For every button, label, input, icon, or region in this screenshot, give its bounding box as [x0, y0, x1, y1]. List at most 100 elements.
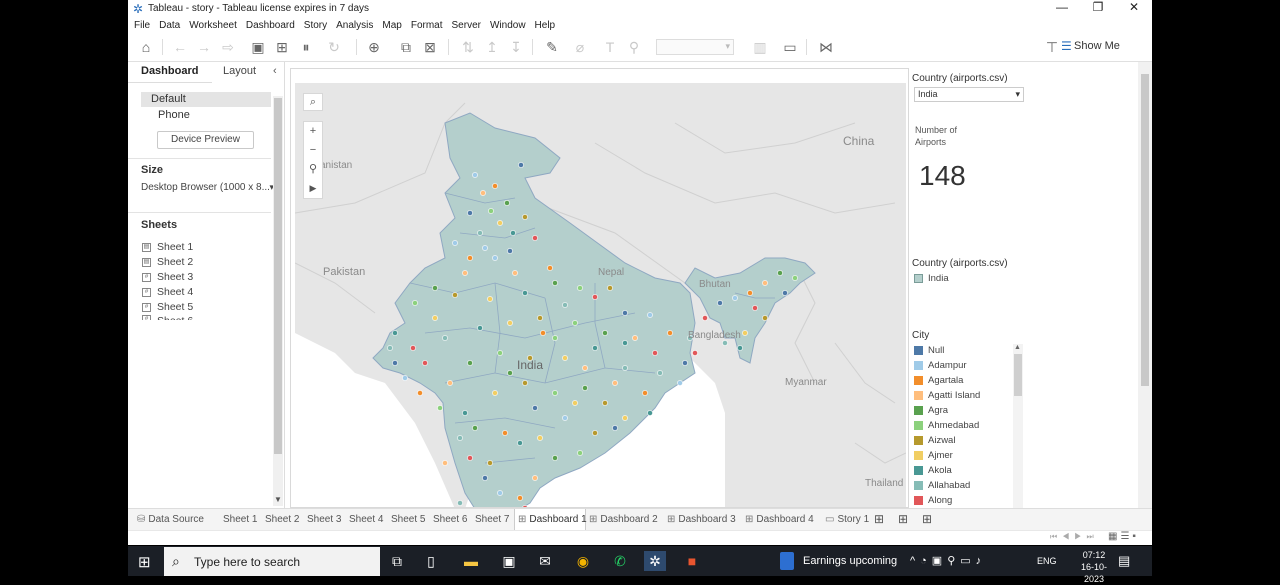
airport-point[interactable]: [504, 200, 510, 206]
airport-point[interactable]: [592, 294, 598, 300]
file-explorer-icon[interactable]: ▬: [464, 553, 478, 569]
airport-point[interactable]: [622, 415, 628, 421]
airport-point[interactable]: [667, 330, 673, 336]
airport-point[interactable]: [747, 290, 753, 296]
airport-point[interactable]: [487, 460, 493, 466]
clear-icon[interactable]: ⊠: [424, 39, 436, 55]
airport-point[interactable]: [657, 370, 663, 376]
airport-point[interactable]: [687, 335, 693, 341]
restore-icon[interactable]: ❐: [1092, 0, 1104, 14]
airport-point[interactable]: [607, 285, 613, 291]
tab-navigation-arrows[interactable]: ⏮◀▶⏭: [1050, 532, 1099, 541]
zoom-out-icon[interactable]: −: [309, 144, 317, 156]
airport-point[interactable]: [527, 355, 533, 361]
airport-point[interactable]: [677, 380, 683, 386]
airport-point[interactable]: [602, 330, 608, 336]
share-icon[interactable]: ⋈: [819, 39, 833, 55]
airport-point[interactable]: [467, 255, 473, 261]
airport-point[interactable]: [392, 360, 398, 366]
airport-point[interactable]: [762, 280, 768, 286]
city-legend-item[interactable]: Aizwal: [914, 434, 955, 447]
map-tools-icon[interactable]: ▶: [309, 183, 317, 193]
airport-point[interactable]: [522, 214, 528, 220]
airport-point[interactable]: [532, 405, 538, 411]
airport-point[interactable]: [507, 248, 513, 254]
airport-point[interactable]: [387, 345, 393, 351]
airport-point[interactable]: [737, 345, 743, 351]
map-search-icon[interactable]: ⌕: [303, 93, 323, 111]
airport-point[interactable]: [477, 325, 483, 331]
city-legend-item[interactable]: Along: [914, 494, 952, 507]
airport-point[interactable]: [732, 295, 738, 301]
home-icon[interactable]: ⌂: [141, 39, 151, 55]
pin-map-icon[interactable]: ⚲: [308, 163, 318, 175]
india-map[interactable]: China anistan Pakistan Nepal Bhutan Bang…: [295, 83, 906, 508]
show-me-icon[interactable]: ☰: [1061, 39, 1072, 53]
sort-asc-icon[interactable]: ↥: [486, 39, 498, 55]
tab-sheet-2[interactable]: Sheet 2: [265, 514, 300, 525]
city-legend-item[interactable]: Null: [914, 344, 944, 357]
airport-point[interactable]: [552, 280, 558, 286]
minimize-icon[interactable]: —: [1056, 0, 1068, 14]
tab-sheet-6[interactable]: Sheet 6: [433, 514, 468, 525]
airport-point[interactable]: [762, 315, 768, 321]
new-dashboard-icon[interactable]: ⊞: [898, 512, 909, 526]
airport-point[interactable]: [602, 400, 608, 406]
airport-point[interactable]: [622, 365, 628, 371]
sheet-item-6[interactable]: # Sheet 6: [142, 315, 193, 322]
sort-desc-icon[interactable]: ↧: [510, 39, 522, 55]
taskbar-news-text[interactable]: Earnings upcoming: [803, 555, 898, 567]
airport-point[interactable]: [497, 490, 503, 496]
device-default[interactable]: Default: [141, 92, 271, 107]
airport-point[interactable]: [777, 270, 783, 276]
group-icon[interactable]: ⌀: [575, 39, 585, 55]
tab-sheet-1[interactable]: Sheet 1: [223, 514, 258, 525]
device-preview-button[interactable]: Device Preview: [157, 131, 254, 149]
presentation-icon[interactable]: ▭: [783, 39, 797, 55]
highlight-icon[interactable]: ✎: [546, 39, 558, 55]
airport-point[interactable]: [510, 230, 516, 236]
airport-point[interactable]: [682, 360, 688, 366]
airport-point[interactable]: [452, 240, 458, 246]
task-view-icon[interactable]: ⧉: [392, 553, 402, 569]
tab-dashboard-4[interactable]: ⊞ Dashboard 4: [745, 514, 814, 525]
zoom-in-icon[interactable]: +: [309, 125, 317, 137]
fit-dropdown[interactable]: [656, 39, 734, 55]
airport-point[interactable]: [472, 172, 478, 178]
airport-point[interactable]: [522, 290, 528, 296]
label-icon[interactable]: T: [605, 39, 615, 55]
new-sheet-icon[interactable]: ⊞: [874, 512, 885, 526]
airport-point[interactable]: [402, 375, 408, 381]
airport-point[interactable]: [592, 430, 598, 436]
airport-point[interactable]: [742, 330, 748, 336]
swap-icon[interactable]: ⇅: [462, 39, 474, 55]
sheet-item-5[interactable]: # Sheet 5: [142, 300, 193, 314]
airport-point[interactable]: [512, 270, 518, 276]
menu-help[interactable]: Help: [534, 19, 556, 31]
scroll-down-icon[interactable]: ▼: [274, 495, 282, 504]
airport-point[interactable]: [480, 190, 486, 196]
menu-dashboard[interactable]: Dashboard: [245, 19, 295, 31]
tableau-taskbar-icon[interactable]: ✲: [644, 551, 666, 571]
airport-point[interactable]: [577, 450, 583, 456]
sheet-item-3[interactable]: # Sheet 3: [142, 270, 193, 284]
airport-point[interactable]: [497, 220, 503, 226]
menu-story[interactable]: Story: [303, 19, 328, 31]
airport-point[interactable]: [517, 440, 523, 446]
city-legend-item[interactable]: Agatti Island: [914, 389, 980, 402]
airport-point[interactable]: [462, 270, 468, 276]
menu-map[interactable]: Map: [382, 19, 402, 31]
city-legend-item[interactable]: Ajmer: [914, 449, 953, 462]
airport-point[interactable]: [632, 335, 638, 341]
airport-point[interactable]: [492, 183, 498, 189]
duplicate-icon[interactable]: ⧉: [401, 39, 411, 55]
airport-point[interactable]: [702, 315, 708, 321]
airport-point[interactable]: [437, 405, 443, 411]
airport-point[interactable]: [792, 275, 798, 281]
airport-point[interactable]: [492, 390, 498, 396]
tab-dashboard-2[interactable]: ⊞ Dashboard 2: [589, 514, 658, 525]
airport-point[interactable]: [592, 345, 598, 351]
city-legend-item[interactable]: Adampur: [914, 359, 967, 372]
airport-point[interactable]: [517, 495, 523, 501]
tab-sheet-7[interactable]: Sheet 7: [475, 514, 510, 525]
